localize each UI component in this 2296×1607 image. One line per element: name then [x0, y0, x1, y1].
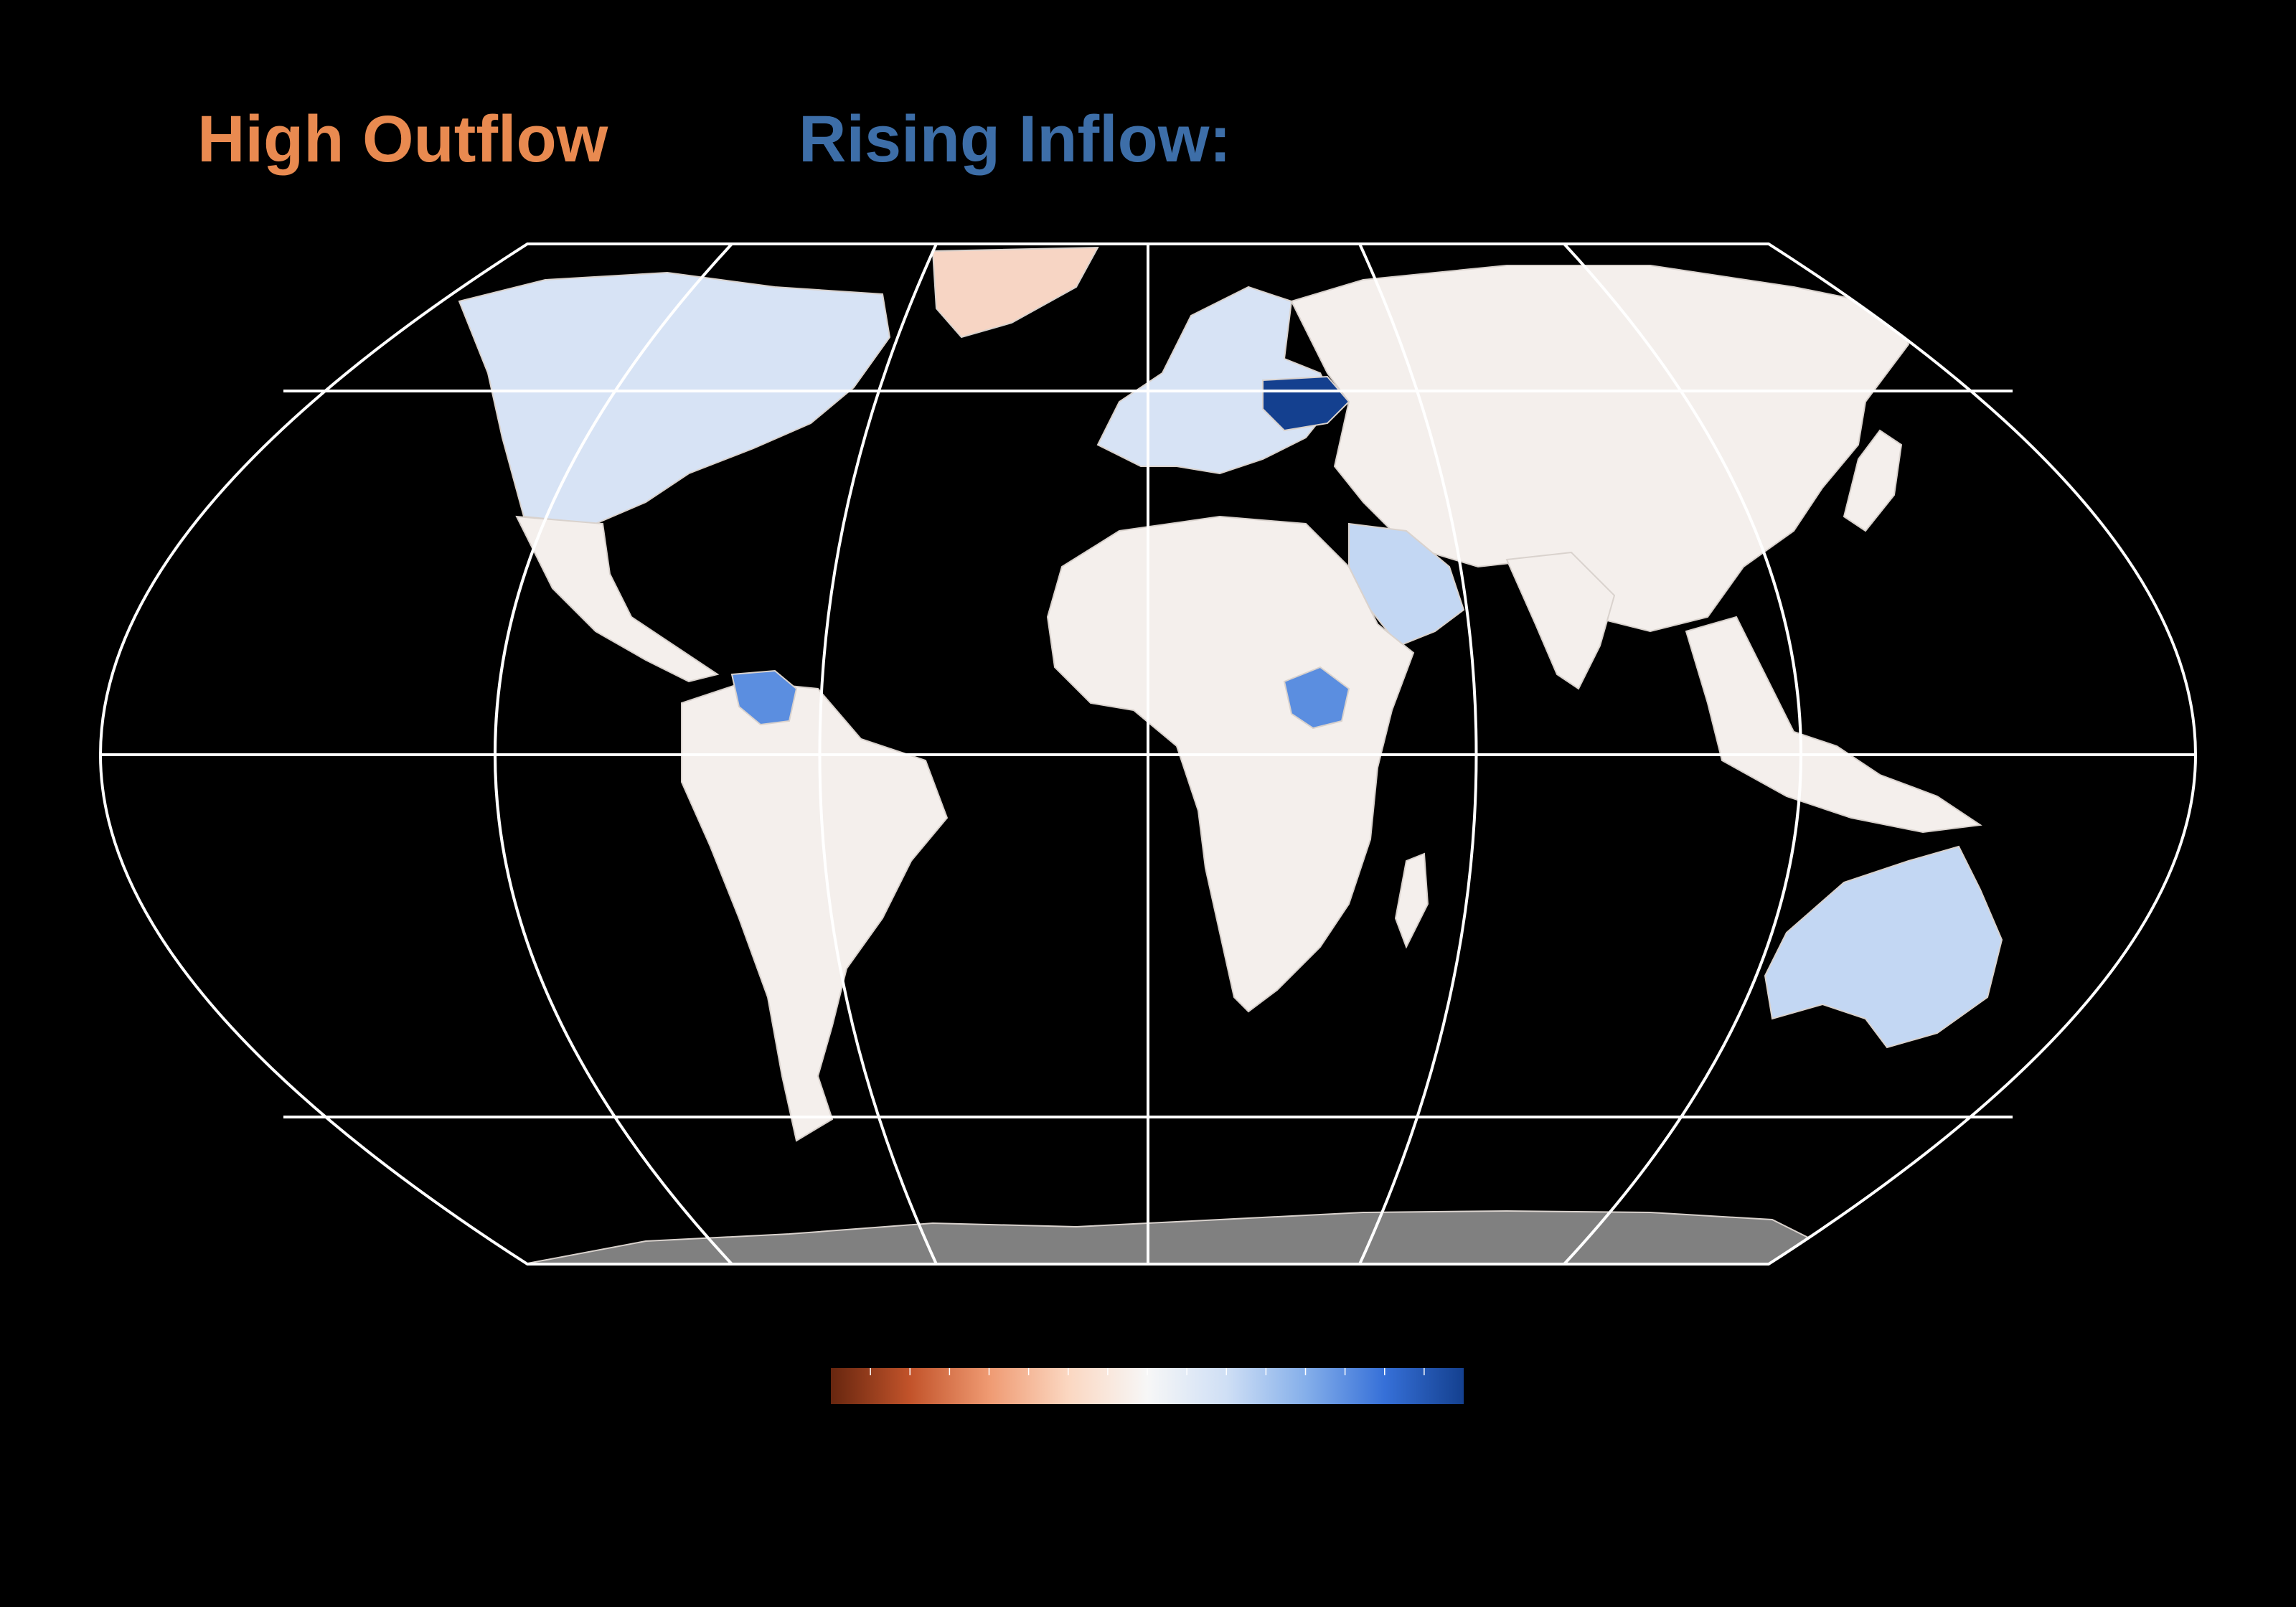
legend-ticks: [870, 1368, 1425, 1375]
greenland: [931, 246, 1099, 339]
color-legend: [831, 1368, 1464, 1404]
north-america: [458, 271, 891, 525]
venezuela: [730, 669, 798, 726]
india: [1505, 551, 1616, 690]
meridian-west-60: [818, 243, 938, 1265]
outflow-title: High Outflow: [197, 103, 608, 176]
australia: [1764, 845, 2003, 1049]
south-america: [681, 680, 949, 1142]
meridian-west-120: [494, 242, 733, 1266]
asia: [1290, 265, 1910, 633]
southeast-asia: [1685, 616, 1982, 834]
meridian-east-120: [1563, 242, 1802, 1266]
map-outline: [98, 242, 2198, 1266]
meridian-east-60: [1358, 243, 1478, 1265]
inflow-title: Rising Inflow:: [799, 103, 1232, 176]
new-zealand: [2022, 1009, 2081, 1092]
mexico-central-america: [515, 515, 720, 683]
south-sudan: [1283, 666, 1350, 730]
madagascar: [1394, 852, 1429, 949]
europe: [1096, 286, 1336, 475]
japan: [1843, 429, 1903, 532]
africa: [1046, 515, 1415, 1013]
antarctica: [523, 1210, 1817, 1264]
graticule: [98, 242, 2198, 1266]
